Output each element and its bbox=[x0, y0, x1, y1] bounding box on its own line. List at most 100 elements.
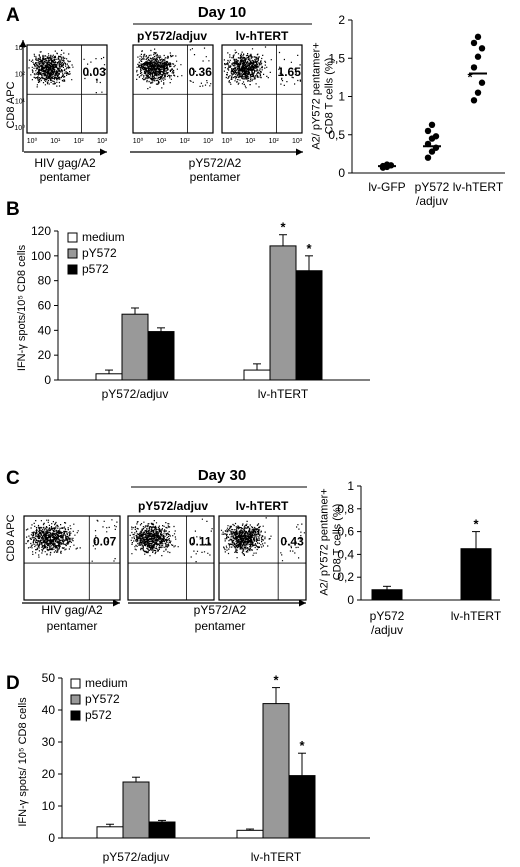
quadrant-value: 0.11 bbox=[189, 534, 212, 548]
chart-a-point bbox=[474, 89, 482, 96]
chart-a-point bbox=[424, 154, 432, 161]
chart-b-y-label: IFN-γ spots/10⁵ CD8 cells bbox=[16, 244, 28, 371]
chart-d-bar bbox=[148, 821, 176, 839]
chart-a-y-tick-label: 0,5 bbox=[328, 128, 345, 142]
chart-a-significance-star: * bbox=[467, 70, 473, 85]
event-dots-path bbox=[25, 519, 118, 562]
event-dots bbox=[223, 46, 301, 89]
chart-d-y-tick-label: 0 bbox=[48, 831, 55, 845]
chart-a-y-tick-label: 0 bbox=[338, 166, 345, 180]
flow-a-xlabel-right-2: pentamer bbox=[190, 170, 241, 184]
x-tick-label: 10² bbox=[269, 138, 280, 145]
flow-a-xlabel-left-2: pentamer bbox=[40, 170, 91, 184]
x-tick-label: 10⁰ bbox=[222, 137, 233, 145]
chart-c-y-tick-label: 0,4 bbox=[337, 547, 354, 561]
chart-b-bars: 0 20 40 60 80 100 120 pY572/adjuv * * lv-hTERT medi… bbox=[16, 220, 370, 401]
chart-b-significance-star: * bbox=[306, 241, 312, 256]
flow-a-y-arrow-head bbox=[19, 40, 27, 47]
quadrant-value: 0.36 bbox=[189, 65, 213, 79]
quadrant-value: 0.07 bbox=[93, 534, 117, 548]
flow-plot-2: 0.11 bbox=[127, 515, 215, 601]
flow-plot-3: 1.65 10⁰ 10¹ 10² 10³ bbox=[221, 44, 303, 145]
chart-b-y-tick-label: 0 bbox=[44, 373, 51, 387]
x-tick-label: 10¹ bbox=[50, 138, 61, 145]
chart-c-category-1-1: pY572 bbox=[370, 609, 405, 623]
chart-a-category-3: lv-hTERT bbox=[453, 180, 504, 194]
event-dots bbox=[136, 47, 212, 90]
chart-c-category-2: lv-hTERT bbox=[451, 609, 502, 623]
y-tick-label: 10³ bbox=[15, 45, 26, 52]
chart-a-point bbox=[470, 97, 478, 104]
chart-a-point bbox=[428, 121, 436, 129]
chart-a-point bbox=[432, 133, 440, 140]
chart-b-y-tick-label: 80 bbox=[38, 274, 52, 288]
flow-c-xlabel-right-2: pentamer bbox=[195, 619, 246, 633]
flow-plot-2: 0.36 10⁰ 10¹ 10² 10³ bbox=[132, 44, 214, 145]
chart-b-category-1: pY572/adjuv bbox=[102, 387, 169, 401]
chart-b-bar bbox=[95, 373, 123, 381]
event-dots bbox=[220, 517, 305, 562]
flow-a-x-arrow-right-head bbox=[296, 148, 303, 156]
flow-c-xlabel-left-2: pentamer bbox=[47, 619, 98, 633]
chart-d-legend-label: medium bbox=[85, 676, 128, 690]
x-tick-label: 10¹ bbox=[156, 138, 167, 145]
chart-b-legend-label: medium bbox=[82, 230, 125, 244]
event-dots bbox=[25, 519, 118, 562]
x-tick-label: 10³ bbox=[97, 138, 108, 145]
flow-plot-frame bbox=[132, 44, 214, 134]
chart-a-y-tick-label: 1,5 bbox=[328, 51, 345, 65]
chart-b-legend-label: p572 bbox=[82, 262, 109, 276]
chart-d-category-1: pY572/adjuv bbox=[103, 850, 170, 864]
quadrant-value: 0.03 bbox=[83, 65, 107, 79]
chart-a-point bbox=[478, 79, 486, 86]
chart-a-point bbox=[470, 39, 478, 47]
flow-plot-frame bbox=[127, 515, 215, 601]
chart-a-category-1: lv-GFP bbox=[368, 180, 405, 194]
chart-a-category-2-2: /adjuv bbox=[416, 194, 448, 208]
chart-a-category-2-1: pY572 bbox=[415, 180, 450, 194]
chart-b-y-tick-label: 100 bbox=[31, 249, 51, 263]
x-tick-label: 10³ bbox=[203, 138, 214, 145]
event-dots-path bbox=[136, 47, 212, 90]
panel-label-a: A bbox=[6, 5, 20, 26]
chart-d-y-tick-label: 30 bbox=[42, 735, 56, 749]
flow-c-header-3: lv-hTERT bbox=[236, 499, 289, 513]
chart-b-legend-swatch bbox=[67, 232, 78, 243]
chart-a-point bbox=[470, 64, 478, 71]
flow-plots-day30: 0.07 0.11 0.43 bbox=[22, 515, 307, 607]
flow-plot-3: 0.43 bbox=[218, 515, 307, 601]
quadrant-value: 0.43 bbox=[280, 534, 304, 548]
chart-d-bar bbox=[96, 826, 124, 839]
chart-a-y-tick-label: 2 bbox=[338, 13, 345, 27]
flow-a-xlabel-right-1: pY572/A2 bbox=[189, 156, 242, 170]
x-tick-label: 10² bbox=[74, 138, 85, 145]
chart-a-point bbox=[474, 33, 482, 41]
flow-a-header-3: lv-hTERT bbox=[236, 29, 289, 43]
chart-a-point bbox=[478, 45, 486, 52]
day-title-a: Day 10 bbox=[198, 4, 246, 21]
quadrant-value: 1.65 bbox=[278, 65, 302, 79]
y-tick-label: 10⁰ bbox=[14, 124, 25, 132]
panel-label-b: B bbox=[6, 199, 20, 220]
flow-c-x-arrow-right-head bbox=[299, 599, 306, 607]
chart-b-y-tick-label: 120 bbox=[31, 224, 51, 238]
event-dots-path bbox=[28, 49, 106, 94]
flow-a-x-arrow-left-head bbox=[100, 148, 107, 156]
chart-c-y-tick-label: 0 bbox=[347, 593, 354, 607]
chart-d-y-tick-label: 50 bbox=[42, 671, 56, 685]
x-tick-label: 10³ bbox=[292, 138, 303, 145]
chart-d-y-label: IFN-γ spots/ 10⁵ CD8 cells bbox=[17, 697, 29, 827]
flow-plots-day10: 0.03 10⁰ 10¹ 10² 10³ 10⁰ 10¹ 10² 10³ 0.36 10⁰ 10¹ 10… bbox=[14, 40, 303, 156]
flow-plot-frame bbox=[218, 515, 307, 601]
chart-b-legend-swatch bbox=[67, 264, 78, 275]
chart-b-y-tick-label: 20 bbox=[38, 348, 52, 362]
flow-c-x-arrow-left-head bbox=[113, 599, 120, 607]
chart-d-bar bbox=[288, 775, 316, 839]
chart-d-bars: 0 10 20 30 40 50 pY572/adjuv * * lv-hTERT medium pY… bbox=[17, 671, 370, 864]
chart-d-bar bbox=[262, 703, 290, 839]
chart-b-bar bbox=[243, 369, 271, 381]
chart-a-point bbox=[428, 148, 436, 155]
event-dots bbox=[28, 49, 106, 94]
chart-d-legend-swatch bbox=[70, 694, 81, 705]
